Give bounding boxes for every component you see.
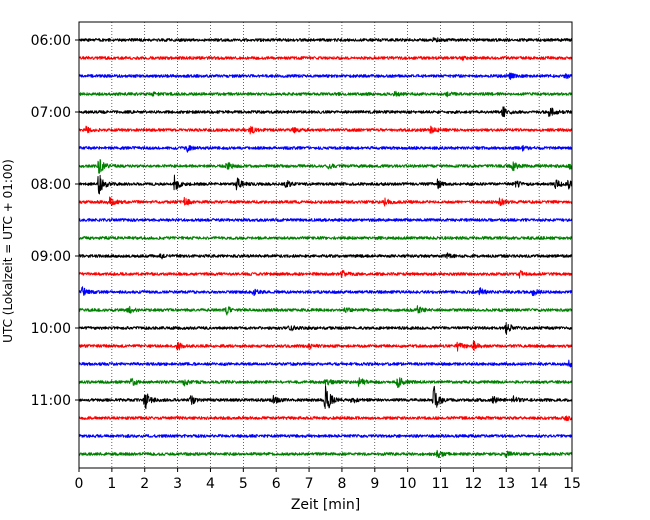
seismic-trace — [78, 125, 573, 135]
seismic-trace — [78, 359, 573, 368]
seismic-trace — [78, 305, 573, 316]
seismic-trace — [78, 106, 573, 118]
seismic-trace — [78, 415, 573, 422]
x-tick-label: 0 — [75, 476, 84, 492]
seismic-trace — [78, 218, 573, 222]
seismic-trace — [78, 340, 573, 352]
x-tick-label: 9 — [370, 476, 379, 492]
seismic-trace — [78, 174, 573, 195]
y-tick-label: 07:00 — [31, 105, 71, 121]
x-tick-label: 12 — [464, 476, 482, 492]
seismic-trace — [78, 434, 573, 438]
y-axis-ticks: 06:00 07:00 08:00 09:00 10:00 11:00 — [31, 33, 79, 409]
x-tick-label: 1 — [107, 476, 116, 492]
seismic-trace — [78, 158, 573, 174]
x-tick-label: 6 — [272, 476, 281, 492]
seismic-trace — [78, 90, 573, 98]
seismic-trace — [78, 196, 573, 207]
x-grid — [111, 22, 540, 468]
seismic-trace — [78, 385, 573, 410]
seismic-trace — [78, 377, 573, 388]
x-axis-ticks: 0 1 2 3 4 5 6 7 8 9 10 11 12 13 14 15 — [75, 468, 581, 492]
seismic-trace — [78, 252, 573, 260]
seismic-trace — [78, 144, 573, 153]
seismic-trace — [78, 286, 573, 297]
x-tick-label: 4 — [206, 476, 215, 492]
x-tick-label: 14 — [530, 476, 548, 492]
plot-frame — [78, 21, 573, 469]
y-tick-label: 06:00 — [31, 33, 71, 49]
x-tick-label: 7 — [305, 476, 314, 492]
y-tick-label: 09:00 — [31, 249, 71, 265]
x-tick-label: 13 — [497, 476, 515, 492]
seismic-trace — [78, 449, 573, 459]
y-tick-label: 10:00 — [31, 321, 71, 337]
seismic-trace — [78, 322, 573, 335]
seismic-trace — [78, 236, 573, 240]
x-tick-label: 3 — [173, 476, 182, 492]
x-tick-label: 2 — [140, 476, 149, 492]
x-tick-label: 5 — [239, 476, 248, 492]
y-tick-label: 08:00 — [31, 177, 71, 193]
x-tick-label: 15 — [563, 476, 581, 492]
x-tick-label: 8 — [337, 476, 346, 492]
x-axis-title: Zeit [min] — [291, 497, 360, 513]
x-tick-label: 11 — [432, 476, 450, 492]
seismic-trace — [78, 55, 573, 61]
y-tick-label: 11:00 — [31, 393, 71, 409]
seismic-trace — [78, 72, 573, 80]
seismic-trace — [78, 37, 573, 43]
plot-traces — [78, 37, 573, 459]
y-axis-title: UTC (Lokalzeit = UTC + 01:00) — [1, 159, 15, 343]
seismic-trace — [78, 270, 573, 279]
x-tick-label: 10 — [399, 476, 417, 492]
